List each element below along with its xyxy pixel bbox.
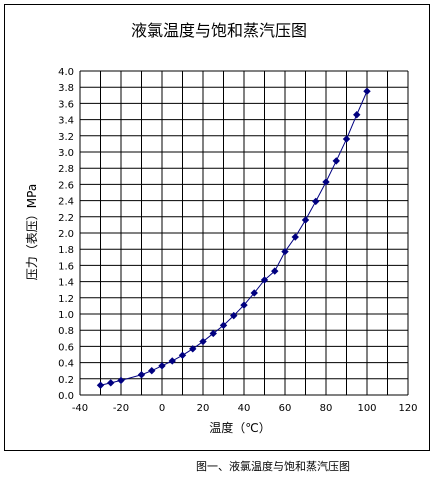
x-tick-label: 0 [159,403,165,414]
y-tick-label: 3.8 [58,83,74,94]
data-point [148,366,156,375]
y-axis-ticks: 0.0 0.2 0.4 0.6 0.8 1.0 1.2 1.4 1.6 1.8 2.0 2.2 2.4 2… [58,67,74,402]
y-tick-label: 3.4 [58,116,74,127]
data-point [168,357,176,365]
y-tick-label: 1.6 [58,261,74,272]
data-point [250,289,258,297]
y-tick-label: 3.6 [58,99,74,110]
data-point [219,321,228,330]
y-tick-label: 2.2 [58,213,74,224]
data-point [291,233,299,241]
y-tick-label: 2.8 [58,164,74,175]
data-point [271,267,279,275]
y-tick-label: 2.6 [58,180,74,191]
data-point [230,311,238,320]
data-point [342,135,351,143]
data-point [301,216,310,224]
data-point [96,381,105,389]
chart-title: 液氯温度与饱和蒸汽压图 [131,21,307,40]
x-tick-label: 80 [320,403,333,414]
y-tick-label: 1.8 [58,245,74,256]
x-tick-label: -40 [72,403,88,414]
y-tick-label: 0.6 [58,342,74,353]
data-point [209,329,217,338]
x-tick-label: 40 [238,403,251,414]
chart-frame [4,4,430,451]
x-tick-label: 120 [398,403,417,414]
data-point [199,337,207,346]
data-point [240,301,248,309]
data-point [353,111,361,119]
data-point [363,87,371,95]
y-tick-label: 3.0 [58,148,74,159]
data-point [260,276,269,284]
y-tick-label: 1.4 [58,278,74,289]
y-tick-label: 0.2 [58,375,74,386]
figure-caption: 图一、液氯温度与饱和蒸汽压图 [196,460,350,473]
data-point [178,351,187,360]
data-point [332,157,340,165]
x-tick-label: 60 [279,403,292,414]
y-tick-label: 3.2 [58,132,74,143]
x-tick-label: 20 [197,403,210,414]
data-point [117,376,125,385]
data-point [189,345,197,353]
data-point [312,197,320,206]
series-points [96,87,371,389]
data-point [158,362,166,370]
data-point [107,379,115,387]
y-tick-label: 0.8 [58,326,74,337]
y-tick-label: 0.4 [58,359,74,370]
y-axis-label: 压力（表压）MPa [25,184,39,280]
x-tick-label: -20 [113,403,129,414]
data-point [281,247,289,256]
grid [79,70,409,396]
y-tick-label: 2.0 [58,229,74,240]
x-axis-label: 温度（℃） [209,420,270,435]
x-tick-label: 100 [357,403,376,414]
y-tick-label: 1.0 [58,310,74,321]
y-tick-label: 2.4 [58,197,74,208]
data-point [322,178,330,186]
y-tick-label: 4.0 [58,67,74,78]
x-axis-ticks: -40 -20 0 20 40 60 80 100 120 [72,403,418,414]
data-point [137,371,146,379]
y-tick-label: 1.2 [58,294,74,305]
y-tick-label: 0.0 [58,391,74,402]
